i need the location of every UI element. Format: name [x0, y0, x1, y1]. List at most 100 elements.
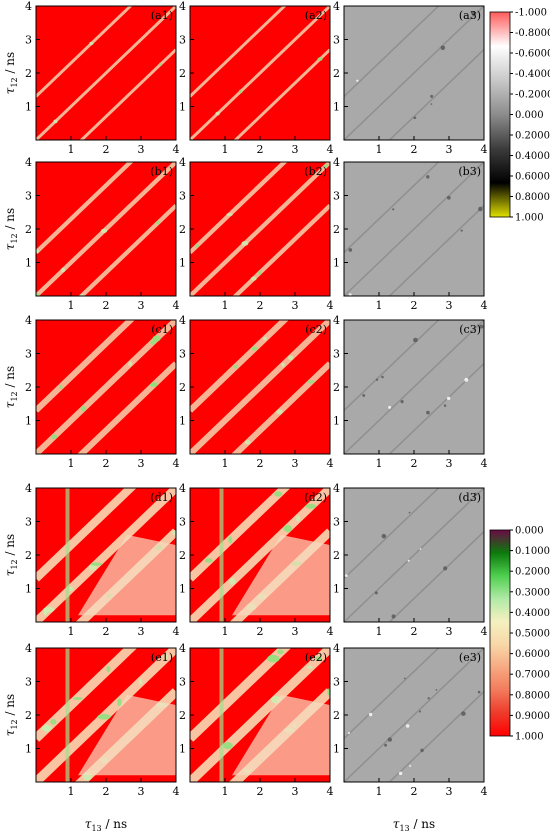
x-tick-label: 4	[481, 625, 488, 638]
colorbar-tick-label: 0.2000	[515, 567, 550, 578]
difference-speck	[368, 712, 373, 717]
y-tick-label: 3	[333, 190, 340, 203]
y-axis-title: τ12 / ns	[3, 694, 19, 736]
diagonal-band	[344, 648, 484, 782]
x-tick-label: 2	[257, 457, 264, 470]
diagonal-band	[344, 320, 440, 411]
heatmap-features	[344, 6, 484, 140]
fidelity-island	[36, 249, 40, 254]
diagonal-band	[190, 320, 289, 413]
difference-speck	[381, 375, 384, 379]
difference-speck	[426, 175, 430, 179]
panel-e2: (e2) 1 2 3 4 1 2 3 4	[179, 642, 334, 798]
colorbar-gradient	[489, 11, 511, 218]
panel-d2: (d2) 1 2 3 4 1 2 3 4	[179, 482, 334, 638]
fidelity-island	[43, 606, 55, 613]
y-tick-label: 1	[333, 415, 340, 428]
difference-speck	[460, 229, 463, 232]
fidelity-island	[41, 725, 53, 732]
x-tick-label: 1	[222, 143, 229, 156]
x-tick-label: 1	[376, 625, 383, 638]
difference-speck	[440, 45, 446, 51]
diagonal-band	[36, 162, 176, 296]
y-tick-label: 2	[25, 67, 32, 80]
fidelity-island	[128, 361, 133, 367]
x-tick-label: 1	[68, 625, 75, 638]
diagonal-band	[388, 691, 484, 782]
y-tick-label: 3	[333, 348, 340, 361]
x-tick-label: 1	[376, 457, 383, 470]
axis-unit: / ns	[3, 366, 17, 392]
fidelity-island	[233, 364, 238, 369]
colorbar-tick-label: 0.8000	[515, 690, 550, 701]
diagonal-band	[36, 320, 135, 413]
difference-speck	[375, 378, 379, 381]
fidelity-island	[53, 119, 58, 124]
x-tick-label: 3	[292, 785, 299, 798]
y-axis-title: τ12 / ns	[3, 534, 19, 576]
panel-c1: (c1) 1 2 3 4 1 2 3 4	[25, 314, 180, 470]
colorbar-tick-label: -1.000	[515, 8, 547, 19]
diagonal-band	[190, 488, 330, 622]
fidelity-island	[172, 530, 176, 536]
fidelity-island	[323, 164, 329, 168]
y-tick-label: 1	[333, 743, 340, 756]
difference-speck	[413, 116, 417, 120]
panel-d1: (d1) 1 2 3 4 1 2 3 4	[25, 482, 180, 638]
difference-speck	[419, 548, 422, 550]
diagonal-band	[344, 648, 440, 739]
difference-speck	[347, 731, 350, 735]
y-tick-label: 4	[179, 314, 186, 327]
fidelity-island	[152, 335, 161, 342]
difference-speck	[446, 396, 451, 401]
x-tick-label: 3	[446, 785, 453, 798]
x-tick-label: 2	[411, 785, 418, 798]
y-tick-label: 3	[333, 516, 340, 529]
x-tick-label: 4	[173, 457, 180, 470]
panel-label: (b3)	[458, 165, 481, 178]
y-tick-label: 2	[25, 223, 32, 236]
y-tick-label: 4	[333, 0, 340, 13]
x-tick-label: 1	[68, 785, 75, 798]
diagonal-band	[79, 48, 176, 140]
axis-unit: / ns	[3, 534, 17, 560]
x-tick-label: 1	[222, 625, 229, 638]
y-tick-label: 1	[179, 415, 186, 428]
x-tick-label: 3	[446, 299, 453, 312]
panel-e3: (e3) 1 2 3 4 1 2 3 4	[333, 642, 488, 798]
panel-label: (c1)	[151, 323, 173, 336]
y-axis-title: τ12 / ns	[3, 52, 19, 94]
fidelity-island	[100, 228, 108, 234]
colorbar-tick-label: 0.6000	[515, 649, 550, 660]
y-tick-label: 3	[25, 34, 32, 47]
fidelity-island	[267, 654, 280, 663]
fidelity-island	[156, 220, 160, 225]
fidelity-island	[215, 111, 220, 116]
fidelity-island	[73, 696, 83, 701]
x-tick-label: 3	[292, 457, 299, 470]
heatmap-features	[190, 648, 330, 782]
colorbar-tick-label: 0.000	[515, 526, 544, 537]
panel-e1: (e1) 1 2 3 4 1 2 3 4	[25, 642, 180, 798]
difference-speck	[477, 690, 481, 694]
diagonal-band	[36, 488, 176, 622]
axis-subscript: 12	[10, 559, 19, 569]
low-fidelity-region	[232, 534, 330, 616]
x-tick-label: 2	[411, 457, 418, 470]
low-fidelity-region	[78, 694, 176, 776]
colorbar-tick-label: 0.9000	[515, 711, 550, 722]
fidelity-island	[287, 355, 294, 360]
fidelity-island	[194, 244, 199, 248]
diagonal-band	[344, 488, 484, 622]
diagonal-band	[36, 488, 137, 582]
y-tick-label: 1	[333, 257, 340, 270]
y-tick-label: 4	[25, 314, 32, 327]
x-tick-label: 3	[138, 625, 145, 638]
x-tick-label: 2	[257, 299, 264, 312]
fidelity-island	[229, 578, 236, 585]
y-tick-label: 1	[25, 257, 32, 270]
difference-speck	[362, 394, 366, 397]
heatmap-features	[344, 648, 484, 782]
y-tick-label: 2	[333, 223, 340, 236]
